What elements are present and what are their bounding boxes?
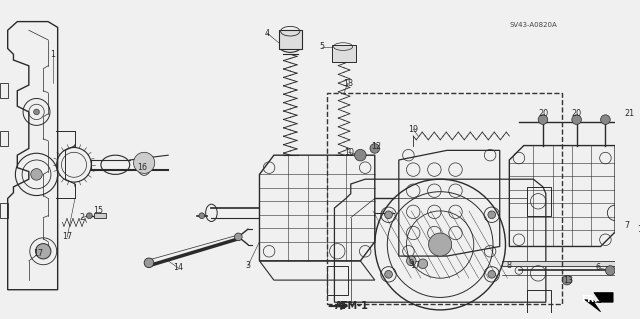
Text: 6: 6	[595, 263, 600, 272]
Text: 5: 5	[319, 42, 324, 51]
Text: 4: 4	[265, 29, 269, 38]
Bar	[327, 266, 348, 294]
Circle shape	[636, 225, 640, 233]
Text: 21: 21	[625, 109, 634, 118]
Circle shape	[429, 233, 452, 256]
Circle shape	[86, 213, 92, 219]
Text: 3: 3	[245, 261, 250, 270]
Bar	[527, 290, 550, 319]
Circle shape	[600, 115, 610, 124]
Circle shape	[234, 233, 242, 241]
Text: 17: 17	[410, 261, 420, 270]
Circle shape	[406, 256, 416, 266]
Circle shape	[370, 144, 380, 153]
Text: 13: 13	[563, 276, 573, 285]
Text: 17: 17	[33, 249, 44, 258]
Text: ATM-1: ATM-1	[335, 301, 369, 311]
Text: 19: 19	[408, 125, 419, 134]
Text: 2: 2	[79, 213, 84, 222]
Text: 10: 10	[344, 148, 354, 157]
Text: 18: 18	[343, 78, 353, 88]
Circle shape	[34, 109, 40, 115]
Circle shape	[31, 169, 42, 180]
Circle shape	[355, 149, 366, 161]
Circle shape	[538, 115, 548, 124]
Text: FR.: FR.	[581, 295, 597, 304]
Circle shape	[562, 275, 572, 285]
Circle shape	[605, 266, 615, 275]
Bar	[332, 45, 356, 62]
Text: 7: 7	[624, 221, 629, 230]
Text: 9: 9	[409, 259, 414, 268]
Text: 15: 15	[93, 206, 103, 215]
Circle shape	[488, 211, 495, 219]
Text: 12: 12	[372, 142, 382, 151]
Text: 1: 1	[51, 50, 55, 59]
Circle shape	[144, 258, 154, 268]
Text: 16: 16	[137, 163, 147, 172]
Circle shape	[385, 211, 392, 219]
Bar	[94, 213, 106, 218]
Circle shape	[628, 116, 640, 127]
Circle shape	[572, 115, 581, 124]
Bar	[527, 187, 550, 216]
Circle shape	[385, 271, 392, 278]
Circle shape	[628, 219, 640, 231]
Circle shape	[36, 244, 51, 259]
Bar	[502, 261, 632, 266]
Text: 17: 17	[62, 232, 72, 241]
Text: 20: 20	[538, 109, 548, 118]
Circle shape	[488, 271, 495, 278]
Text: SV43-A0820A: SV43-A0820A	[509, 22, 557, 28]
Text: 20: 20	[572, 109, 582, 118]
Circle shape	[418, 259, 428, 269]
Text: 8: 8	[507, 261, 512, 270]
Polygon shape	[584, 293, 613, 312]
Bar	[327, 93, 562, 304]
Circle shape	[134, 152, 155, 174]
Bar	[278, 30, 301, 49]
Circle shape	[199, 213, 205, 219]
Text: 14: 14	[173, 263, 183, 272]
Text: 11: 11	[637, 225, 640, 234]
